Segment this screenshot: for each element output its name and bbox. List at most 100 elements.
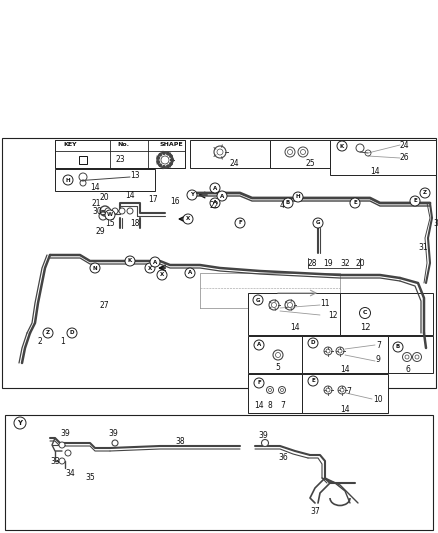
Circle shape: [210, 183, 220, 193]
Circle shape: [170, 155, 173, 158]
Circle shape: [340, 388, 344, 392]
Text: 5: 5: [276, 364, 280, 373]
Text: 4: 4: [280, 200, 285, 209]
Text: E: E: [353, 200, 357, 206]
Circle shape: [159, 164, 162, 167]
Text: 18: 18: [130, 219, 139, 228]
Bar: [270, 140, 330, 168]
Text: 15: 15: [105, 219, 115, 228]
Circle shape: [280, 389, 283, 392]
Text: F: F: [257, 381, 261, 385]
Text: 29: 29: [95, 227, 105, 236]
Circle shape: [59, 458, 65, 464]
Text: 8: 8: [268, 400, 273, 409]
Circle shape: [112, 440, 118, 446]
Text: 7: 7: [346, 386, 351, 395]
Bar: [302, 374, 388, 413]
Bar: [248, 293, 340, 335]
Text: N: N: [93, 265, 97, 271]
Circle shape: [187, 190, 197, 200]
Text: 37: 37: [310, 506, 320, 515]
Text: A: A: [257, 343, 261, 348]
Text: B: B: [396, 344, 400, 350]
Text: 7: 7: [376, 341, 381, 350]
Circle shape: [268, 389, 272, 392]
Circle shape: [166, 165, 170, 168]
Text: E: E: [311, 378, 315, 384]
Text: K: K: [128, 259, 132, 263]
Bar: [248, 374, 302, 385]
Bar: [55, 140, 185, 168]
Text: 31: 31: [418, 244, 427, 253]
Text: 33: 33: [50, 456, 60, 465]
Bar: [55, 140, 185, 168]
Circle shape: [65, 450, 71, 456]
Text: 14: 14: [340, 366, 350, 375]
Circle shape: [261, 440, 268, 447]
Text: 21: 21: [92, 198, 102, 207]
Circle shape: [287, 149, 293, 155]
Text: A: A: [188, 271, 192, 276]
Text: 7: 7: [280, 400, 285, 409]
Circle shape: [157, 157, 160, 159]
Text: X: X: [148, 265, 152, 271]
Circle shape: [166, 152, 170, 155]
Circle shape: [67, 328, 77, 338]
Text: 14: 14: [125, 191, 134, 200]
Circle shape: [415, 355, 419, 359]
Text: SHAPE: SHAPE: [160, 142, 184, 148]
Circle shape: [105, 210, 115, 220]
Text: KEY: KEY: [63, 142, 77, 148]
Circle shape: [162, 165, 166, 168]
Bar: [55, 169, 155, 191]
Circle shape: [112, 208, 118, 214]
Text: 16: 16: [170, 197, 180, 206]
Text: 19: 19: [323, 259, 332, 268]
Circle shape: [337, 141, 347, 151]
Circle shape: [254, 378, 264, 388]
Circle shape: [125, 256, 135, 266]
Circle shape: [183, 214, 193, 224]
Circle shape: [326, 388, 330, 392]
Text: 27: 27: [100, 301, 110, 310]
Text: D: D: [311, 341, 315, 345]
Text: 24: 24: [230, 158, 240, 167]
Text: K: K: [340, 143, 344, 149]
Circle shape: [283, 198, 293, 208]
Bar: [388, 336, 433, 373]
Circle shape: [159, 153, 162, 156]
Text: 14: 14: [290, 324, 300, 333]
Circle shape: [338, 349, 342, 353]
Circle shape: [217, 191, 227, 201]
Circle shape: [293, 192, 303, 202]
Text: Y: Y: [190, 192, 194, 198]
Text: 14: 14: [90, 182, 99, 191]
Text: 25: 25: [305, 158, 314, 167]
Text: 26: 26: [400, 154, 410, 163]
Text: H: H: [296, 195, 300, 199]
Circle shape: [14, 417, 26, 429]
Text: 2: 2: [38, 336, 43, 345]
Circle shape: [150, 257, 160, 267]
Circle shape: [105, 208, 111, 214]
Text: A: A: [220, 193, 224, 198]
Circle shape: [217, 149, 223, 155]
Text: 17: 17: [148, 195, 158, 204]
Circle shape: [127, 208, 133, 214]
Circle shape: [170, 158, 173, 161]
Text: 1: 1: [60, 336, 65, 345]
Text: 28: 28: [308, 259, 318, 268]
Text: F: F: [238, 221, 242, 225]
Text: 32: 32: [340, 259, 350, 268]
Circle shape: [420, 188, 430, 198]
Circle shape: [253, 295, 263, 305]
Text: Z: Z: [423, 190, 427, 196]
Circle shape: [287, 303, 293, 308]
Text: 39: 39: [108, 429, 118, 438]
Circle shape: [63, 175, 73, 185]
Bar: [248, 336, 302, 373]
Circle shape: [157, 160, 160, 164]
Text: D: D: [70, 330, 74, 335]
Bar: [190, 140, 270, 168]
Circle shape: [157, 270, 167, 280]
